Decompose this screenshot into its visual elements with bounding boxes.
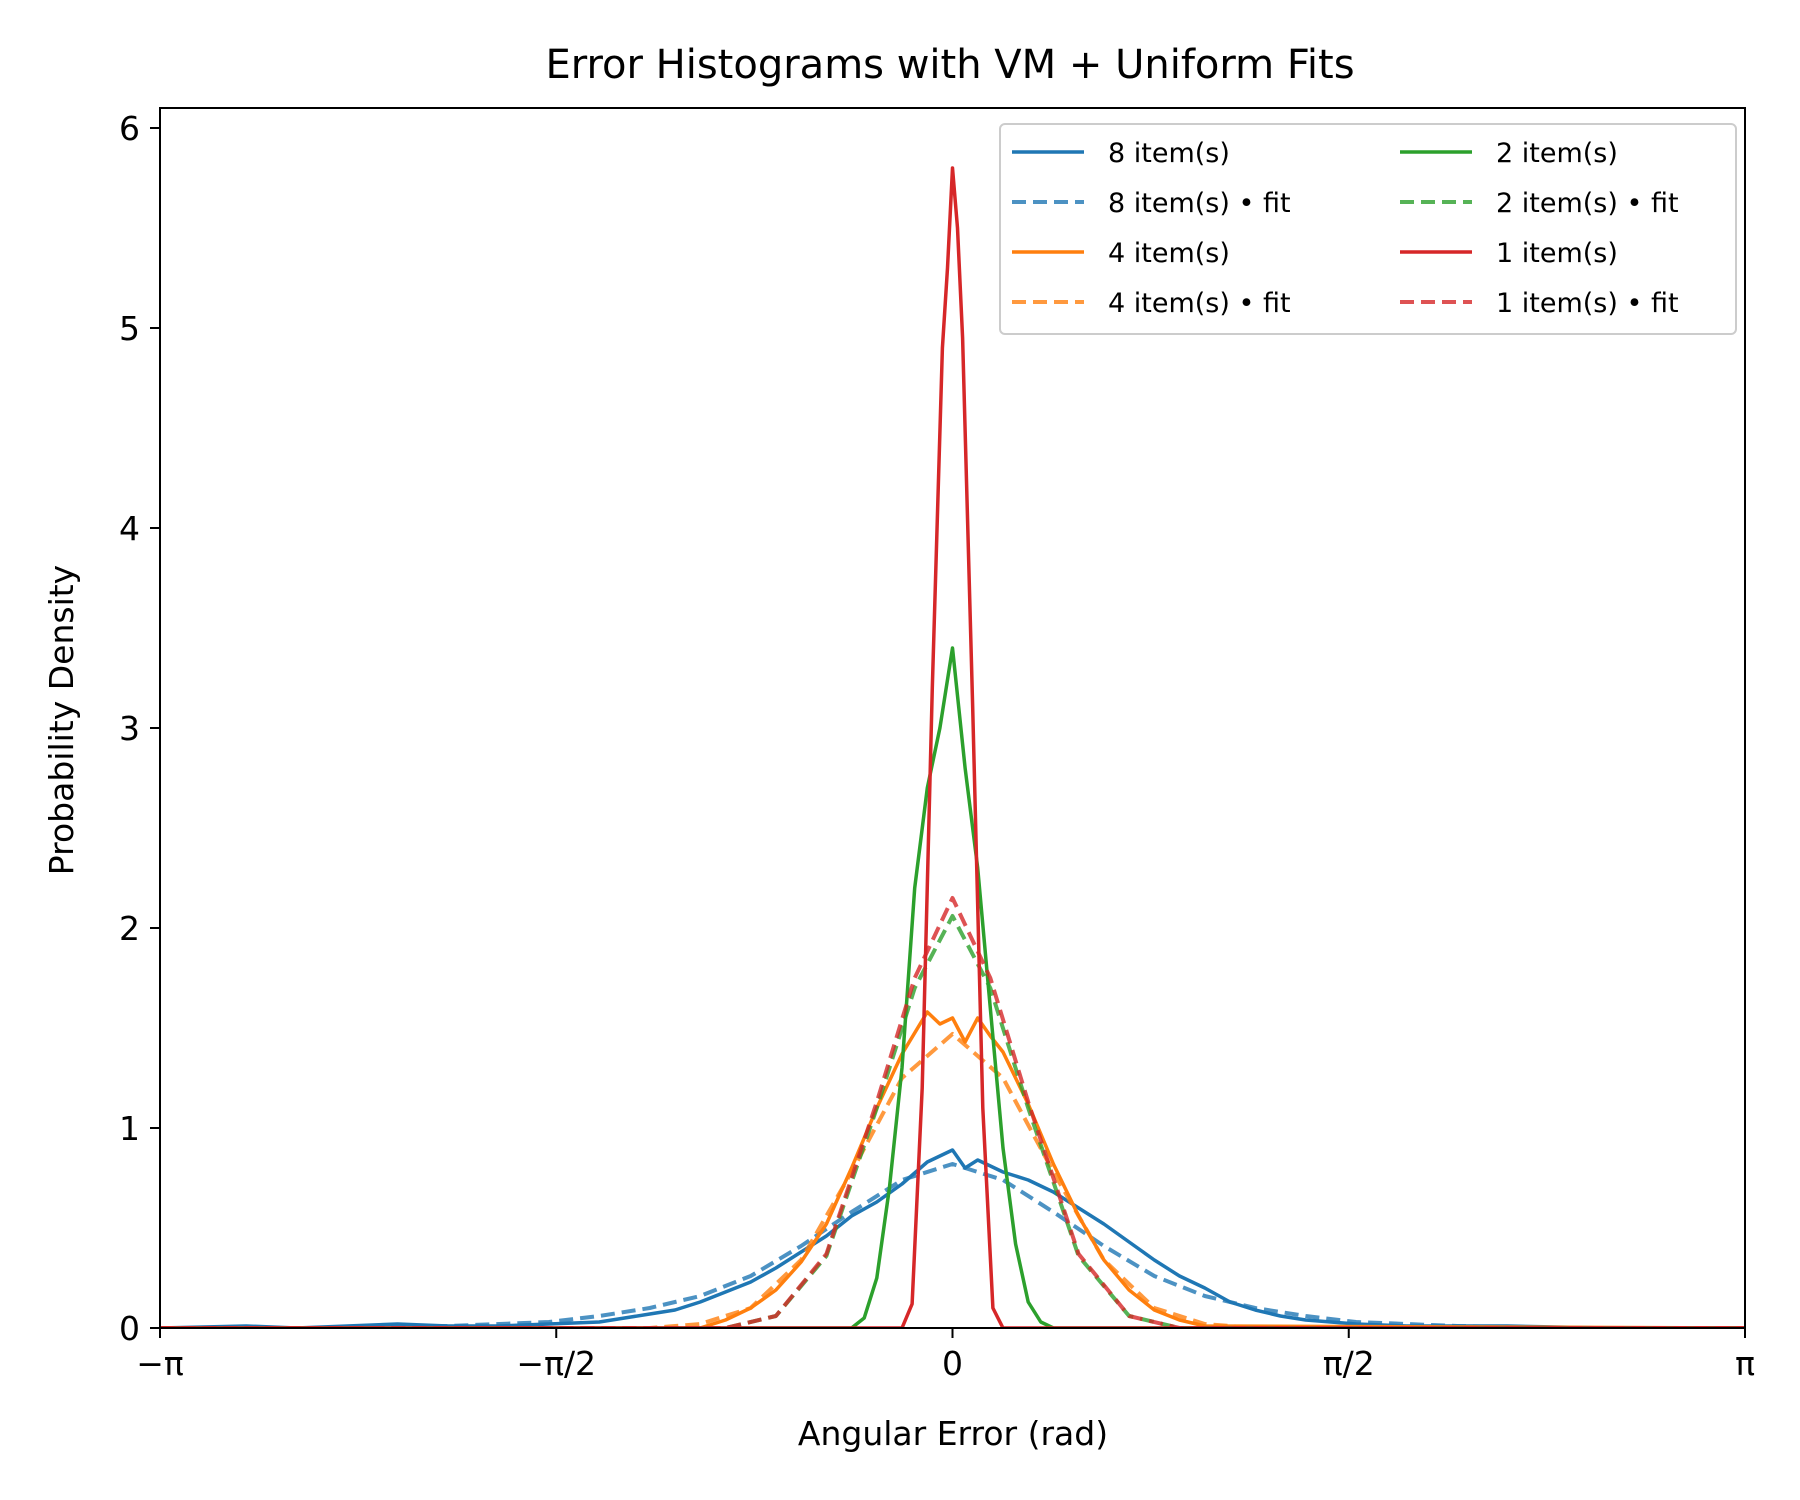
legend-box bbox=[999, 123, 1737, 335]
y-axis-ticks: 0 1 2 3 4 5 6 bbox=[119, 109, 160, 1348]
chart-title: Error Histograms with VM + Uniform Fits bbox=[545, 42, 1354, 88]
series-line-5 bbox=[160, 914, 1745, 1328]
x-tick-label-0: −π bbox=[136, 1344, 184, 1383]
series-line-3 bbox=[160, 1032, 1745, 1328]
x-tick-label-1: −π/2 bbox=[516, 1344, 596, 1383]
y-tick-label-5: 5 bbox=[119, 309, 140, 348]
y-tick-label-0: 0 bbox=[119, 1309, 140, 1348]
series-line-7 bbox=[160, 896, 1745, 1328]
y-tick-label-4: 4 bbox=[119, 509, 140, 548]
x-tick-label-2: 0 bbox=[942, 1344, 963, 1383]
legend: 8 item(s) 2 item(s) 8 item(s) • fit 2 item(… bbox=[999, 123, 1737, 335]
legend-label-5: 2 item(s) • fit bbox=[1496, 188, 1679, 219]
legend-label-2: 4 item(s) bbox=[1108, 238, 1230, 269]
legend-label-6: 1 item(s) bbox=[1496, 238, 1618, 269]
y-axis-label: Probability Density bbox=[42, 565, 81, 875]
legend-label-1: 8 item(s) • fit bbox=[1108, 188, 1291, 219]
series-line-6 bbox=[160, 166, 1745, 1328]
plot-area bbox=[159, 107, 1746, 1329]
legend-label-4: 2 item(s) bbox=[1496, 138, 1618, 169]
y-tick-label-3: 3 bbox=[119, 709, 140, 748]
x-tick-label-3: π/2 bbox=[1323, 1344, 1375, 1383]
series-lines bbox=[160, 166, 1745, 1328]
series-line-0 bbox=[160, 1148, 1745, 1328]
series-line-1 bbox=[160, 1162, 1745, 1328]
legend-label-0: 8 item(s) bbox=[1108, 138, 1230, 169]
x-tick-label-4: π bbox=[1735, 1344, 1755, 1383]
series-line-2 bbox=[160, 1010, 1745, 1328]
x-axis-label: Angular Error (rad) bbox=[798, 1414, 1108, 1453]
y-tick-label-1: 1 bbox=[119, 1109, 140, 1148]
x-axis-ticks: −π −π/2 0 π/2 π bbox=[136, 1328, 1755, 1383]
series-line-4 bbox=[160, 646, 1745, 1328]
y-tick-label-2: 2 bbox=[119, 909, 140, 948]
legend-label-3: 4 item(s) • fit bbox=[1108, 288, 1291, 319]
y-tick-label-6: 6 bbox=[119, 109, 140, 148]
legend-label-7: 1 item(s) • fit bbox=[1496, 288, 1679, 319]
